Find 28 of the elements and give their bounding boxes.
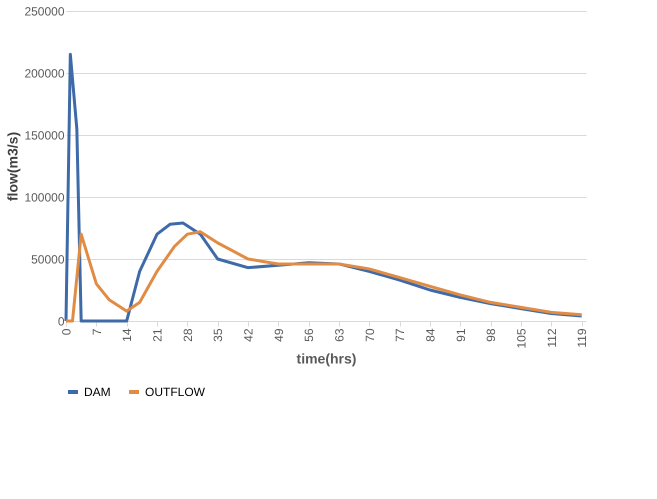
- x-axis-title: time(hrs): [296, 350, 356, 367]
- y-tick-label: 150000: [24, 128, 65, 142]
- x-tick-label: 98: [484, 328, 498, 342]
- x-tick-label: 28: [180, 328, 195, 342]
- x-tick-label: 119: [575, 328, 590, 348]
- y-tick-label: 250000: [24, 4, 65, 18]
- y-axis-title: flow(m3/s): [4, 132, 20, 202]
- x-tick-label: 14: [120, 328, 134, 342]
- x-tick-label: 112: [544, 328, 559, 348]
- x-tick-label: 70: [362, 328, 377, 342]
- x-tick-label: 0: [60, 328, 74, 336]
- x-tick-label: 77: [393, 328, 408, 342]
- x-tick-label: 91: [454, 328, 468, 342]
- x-tick-label: 49: [272, 328, 286, 342]
- x-tick-label: 21: [150, 328, 164, 342]
- line-series: [64, 230, 584, 322]
- legend-label: OUTFLOW: [145, 385, 206, 399]
- x-tick-label: 105: [514, 328, 528, 349]
- x-tick-label: 56: [302, 328, 316, 342]
- y-tick-label: 100000: [24, 190, 65, 204]
- x-tick-label: 84: [424, 328, 438, 342]
- x-tick-label: 7: [90, 328, 104, 336]
- y-tick-label: 200000: [24, 66, 65, 80]
- x-tick-label: 63: [332, 328, 346, 342]
- legend-label: DAM: [84, 385, 111, 399]
- x-tick-label: 35: [211, 328, 226, 342]
- x-tick-label: 42: [242, 328, 256, 342]
- y-tick-label: 50000: [31, 252, 65, 266]
